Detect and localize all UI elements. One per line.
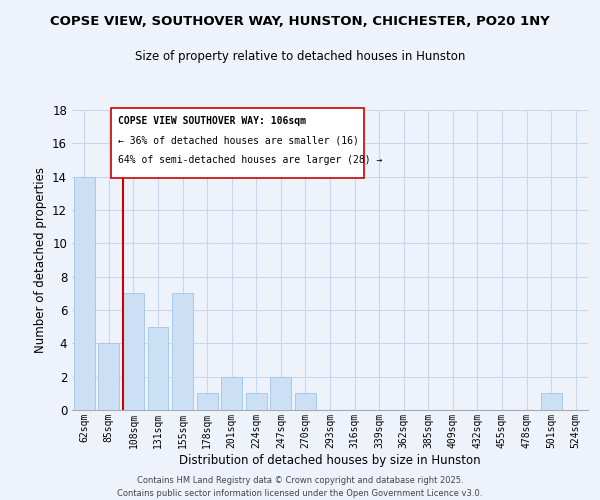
Bar [271, 376, 292, 410]
Text: ← 36% of detached houses are smaller (16): ← 36% of detached houses are smaller (16… [118, 136, 359, 145]
Bar [541, 394, 562, 410]
X-axis label: Distribution of detached houses by size in Hunston: Distribution of detached houses by size … [179, 454, 481, 466]
FancyBboxPatch shape [110, 108, 364, 178]
Text: COPSE VIEW, SOUTHOVER WAY, HUNSTON, CHICHESTER, PO20 1NY: COPSE VIEW, SOUTHOVER WAY, HUNSTON, CHIC… [50, 15, 550, 28]
Bar [74, 176, 95, 410]
Text: COPSE VIEW SOUTHOVER WAY: 106sqm: COPSE VIEW SOUTHOVER WAY: 106sqm [118, 116, 307, 126]
Text: Size of property relative to detached houses in Hunston: Size of property relative to detached ho… [135, 50, 465, 63]
Bar [197, 394, 218, 410]
Bar [172, 294, 193, 410]
Bar [148, 326, 169, 410]
Bar [246, 394, 267, 410]
Bar [98, 344, 119, 410]
Text: Contains HM Land Registry data © Crown copyright and database right 2025.
Contai: Contains HM Land Registry data © Crown c… [118, 476, 482, 498]
Text: 64% of semi-detached houses are larger (28) →: 64% of semi-detached houses are larger (… [118, 155, 383, 165]
Bar [221, 376, 242, 410]
Bar [295, 394, 316, 410]
Y-axis label: Number of detached properties: Number of detached properties [34, 167, 47, 353]
Bar [123, 294, 144, 410]
